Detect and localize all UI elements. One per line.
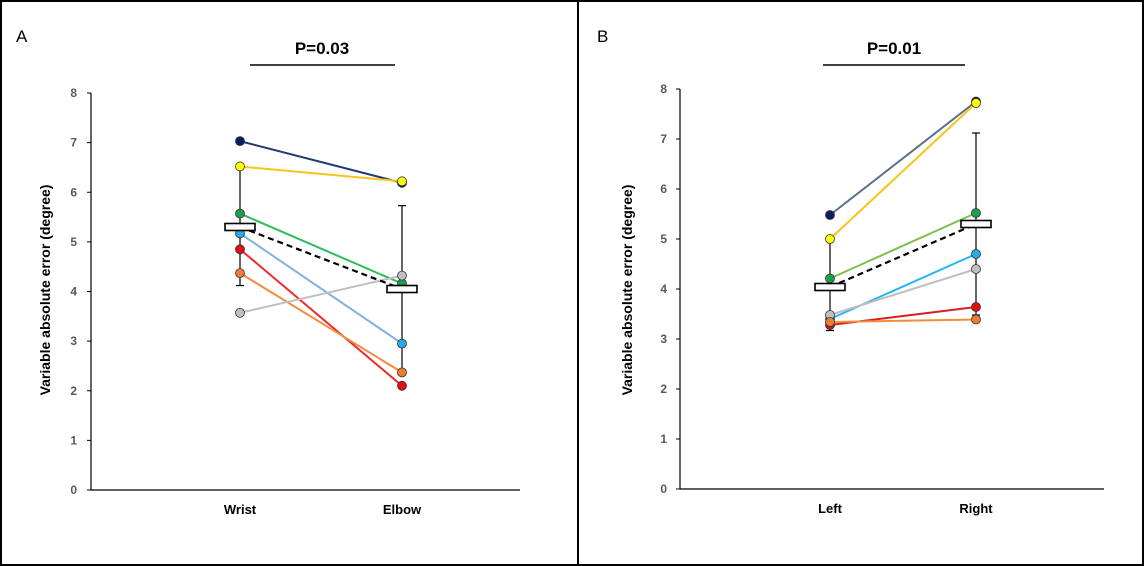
panel-b-data-point [972, 99, 981, 108]
panel-b-mean-marker [961, 221, 991, 228]
panel-b-data-point [972, 303, 981, 312]
panel-a-y-tick-label: 1 [70, 433, 77, 447]
panel-a-x-tick-label: Wrist [224, 502, 257, 517]
panel-a-y-tick-label: 0 [70, 483, 77, 497]
panel-b-p-value: P=0.01 [867, 39, 921, 58]
panel-a-series-line [240, 166, 402, 181]
panel-a-data-point [236, 162, 245, 171]
panel-b-series-line [830, 269, 976, 315]
panel-b-data-point [826, 235, 835, 244]
panel-b-series-line [830, 320, 976, 323]
panel-a-series-line [240, 276, 402, 313]
panel-a-data-point [398, 339, 407, 348]
panel-a-data-point [398, 381, 407, 390]
panel-a-series-line [240, 249, 402, 385]
panel-a-x-tick-label: Elbow [383, 502, 422, 517]
panel-b-x-tick-label: Left [818, 501, 843, 516]
panel-b-y-tick-label: 3 [660, 332, 667, 346]
panel-b-data-point [972, 250, 981, 259]
panel-b-mean-line [830, 224, 976, 287]
panel-a-y-tick-label: 3 [70, 334, 77, 348]
panel-b-data-point [972, 265, 981, 274]
panel-b-data-point [972, 209, 981, 218]
panel-b-series-line [830, 103, 976, 239]
panel-b-data-point [826, 211, 835, 220]
panel-a-data-point [398, 177, 407, 186]
panel-a-data-point [398, 271, 407, 280]
panel-a-p-value: P=0.03 [295, 39, 349, 58]
panel-a-mean-line [240, 227, 402, 289]
panel-a-y-tick-label: 2 [70, 384, 77, 398]
panel-b-y-tick-label: 0 [660, 482, 667, 496]
panel-b-series-line [830, 213, 976, 279]
panel-a-letter: A [16, 27, 28, 46]
panel-b-mean-marker [815, 284, 845, 291]
panel-b-y-tick-label: 4 [660, 282, 667, 296]
panel-b-y-tick-label: 6 [660, 182, 667, 196]
panel-b-y-tick-label: 7 [660, 132, 667, 146]
panel-a-y-tick-label: 8 [70, 86, 77, 100]
panel-a-data-point [236, 245, 245, 254]
panel-a-y-tick-label: 4 [70, 285, 77, 299]
panel-a-data-point [236, 308, 245, 317]
panel-a-series-line [240, 141, 402, 183]
panel-b-y-tick-label: 1 [660, 432, 667, 446]
panel-b-y-tick-label: 8 [660, 82, 667, 96]
panel-a-series-line [240, 214, 402, 284]
panel-a-data-point [236, 137, 245, 146]
panel-a-data-point [236, 269, 245, 278]
panel-a-y-tick-label: 5 [70, 235, 77, 249]
panel-b-plot: 0 1 2 3 4 5 6 7 8 Left Right [660, 82, 1104, 516]
panel-b-data-point [826, 318, 835, 327]
panel-b-y-axis-label: Variable absolute error (degree) [619, 185, 635, 396]
panel-a-data-point [398, 368, 407, 377]
panel-b-data-point [826, 274, 835, 283]
panel-b-y-tick-label: 2 [660, 382, 667, 396]
panel-b-x-tick-label: Right [959, 501, 993, 516]
panel-a-data-point [236, 209, 245, 218]
panel-b-letter: B [597, 27, 608, 46]
panel-a-frame [1, 1, 578, 565]
panel-a-plot: 0 1 2 3 4 5 6 7 8 Wrist Elbow [70, 86, 520, 517]
panel-b-data-point [972, 315, 981, 324]
panel-a-mean-marker [225, 223, 255, 230]
panel-a-mean-marker [387, 286, 417, 293]
panel-b-series-line [830, 102, 976, 216]
panel-b-y-tick-label: 5 [660, 232, 667, 246]
panel-a-y-tick-label: 6 [70, 185, 77, 199]
panel-a-y-axis-label: Variable absolute error (degree) [37, 185, 53, 396]
panel-a-y-tick-label: 7 [70, 136, 77, 150]
